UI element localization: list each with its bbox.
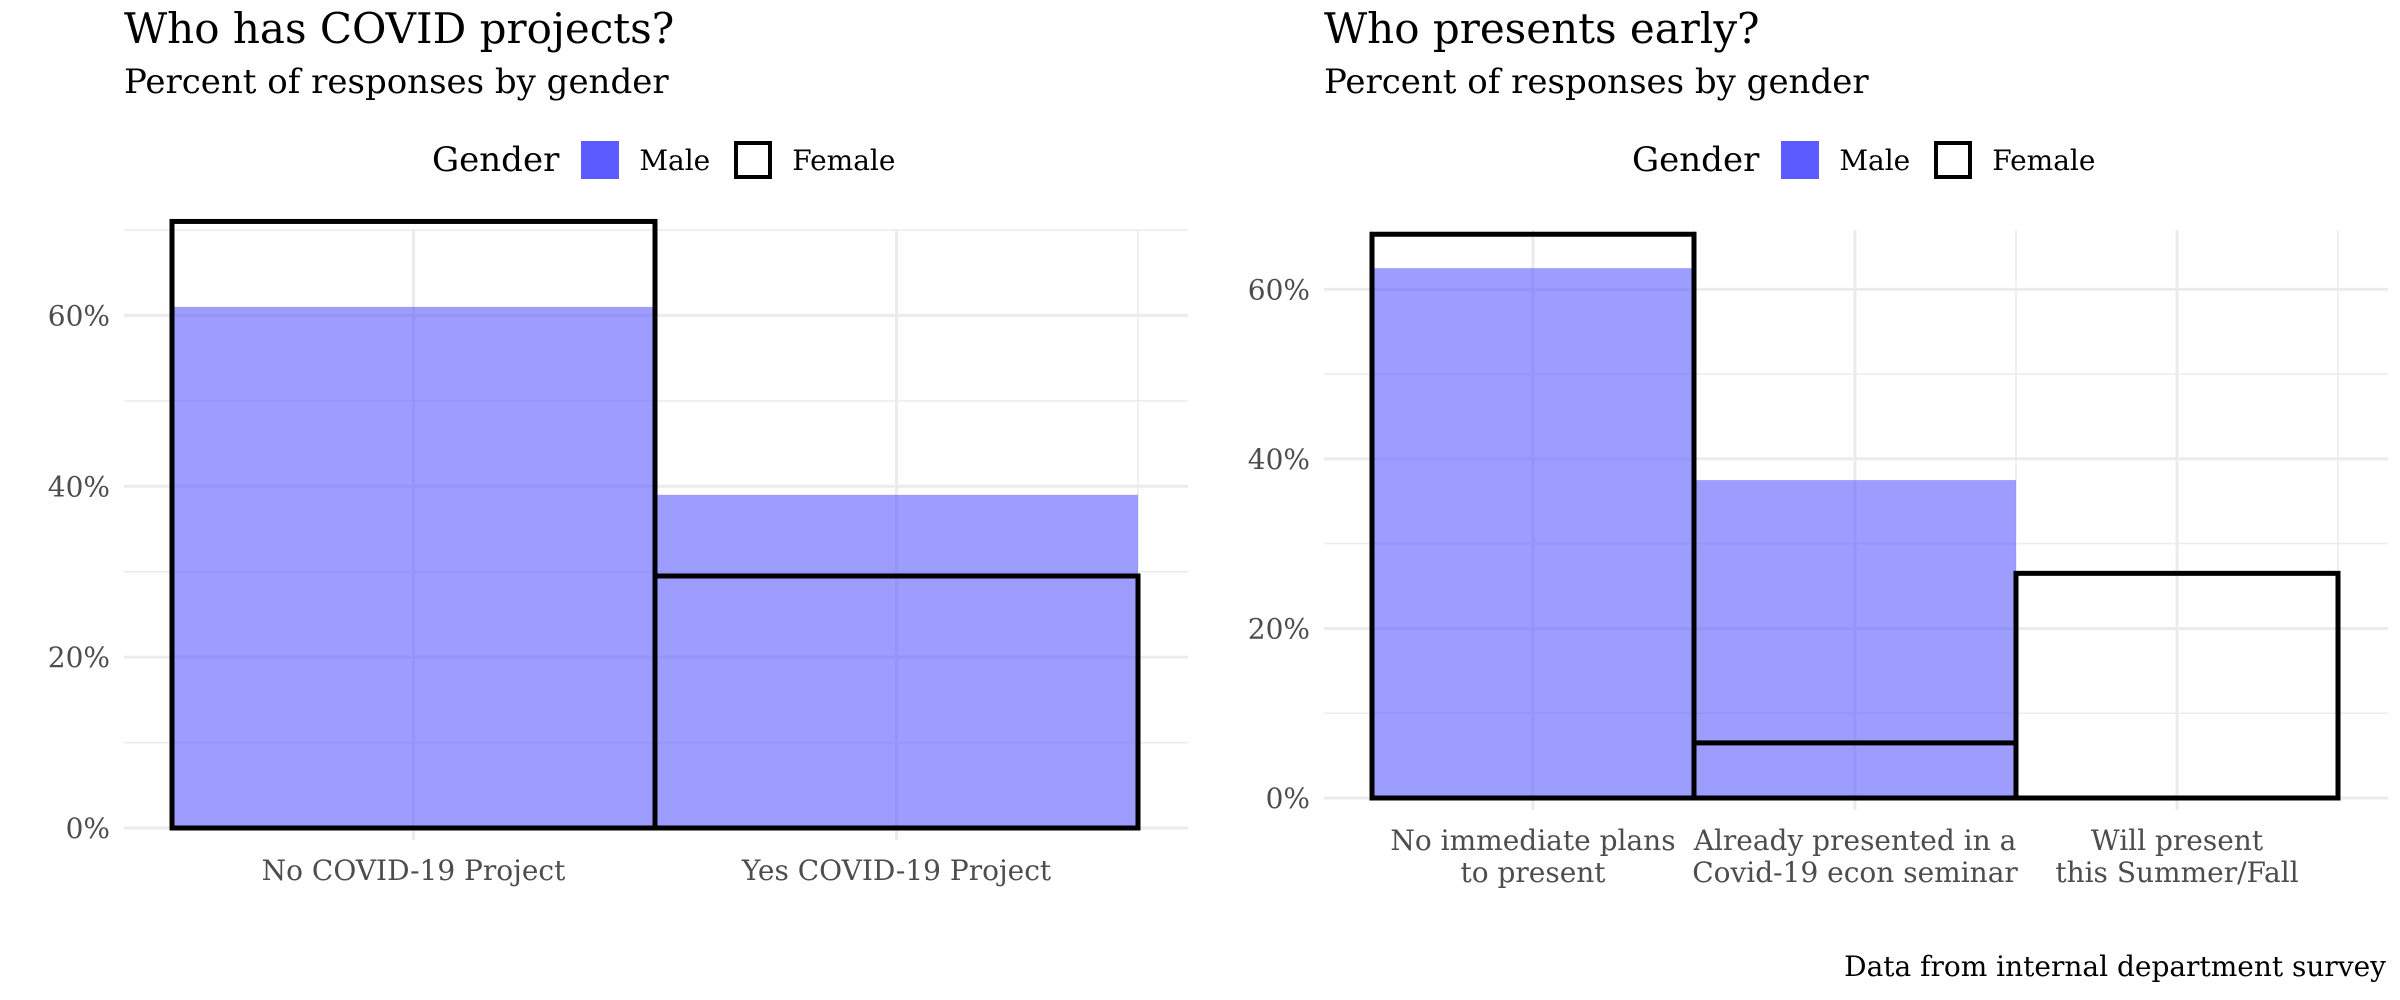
x-tick-label-line: Already presented in a <box>1693 824 2017 857</box>
legend-key-male <box>581 141 620 179</box>
y-tick-label: 40% <box>48 470 110 503</box>
x-tick-label: No immediate plans to present <box>1390 824 1675 889</box>
legend: Gender Male Female <box>432 140 919 180</box>
x-tick-label-line: to present <box>1460 856 1606 889</box>
legend-key-female <box>734 141 773 179</box>
bar-female <box>1369 231 1697 801</box>
x-tick-label-line: Yes COVID-19 Project <box>741 854 1052 887</box>
x-tick-label-line: No COVID-19 Project <box>262 854 566 887</box>
x-tick-label-line: No immediate plans <box>1390 824 1675 857</box>
bar-female <box>2013 570 2341 801</box>
legend-title: Gender <box>1632 140 1760 180</box>
bar-male <box>1694 480 2016 798</box>
y-tick-label: 20% <box>1248 612 1310 645</box>
bar-chart-presents-early: 0% 20% 40% 60% No immediate plans to present A… <box>1248 230 2388 889</box>
x-tick-label-line: Will present <box>2091 824 2264 857</box>
bar-male <box>655 494 1138 828</box>
legend-key-male <box>1781 141 1820 179</box>
chart-title: Who has COVID projects? <box>124 4 675 53</box>
x-tick-label: No COVID-19 Project <box>262 854 566 887</box>
chart-panel-presents-early: Who presents early? Percent of responses… <box>1200 0 2400 930</box>
y-tick-label: 60% <box>1248 273 1310 306</box>
x-tick-label: Will present this Summer/Fall <box>2055 824 2298 889</box>
legend-title: Gender <box>432 140 560 180</box>
x-tick-label: Already presented in a Covid-19 econ semi… <box>1692 824 2018 889</box>
y-tick-label: 20% <box>48 641 110 674</box>
y-tick-label: 60% <box>48 299 110 332</box>
x-tick-label-line: this Summer/Fall <box>2055 856 2298 889</box>
y-tick-label: 0% <box>1266 782 1310 815</box>
bar-female <box>169 218 658 831</box>
chart-subtitle: Percent of responses by gender <box>1324 62 1869 102</box>
bar-male <box>1372 268 1694 798</box>
legend-label-female: Female <box>1992 143 2096 177</box>
x-tick-label: Yes COVID-19 Project <box>741 854 1052 887</box>
caption: Data from internal department survey <box>1844 950 2386 983</box>
y-tick-label: 0% <box>66 812 110 845</box>
chart-subtitle: Percent of responses by gender <box>124 62 669 102</box>
bar-male <box>172 306 655 828</box>
chart-panel-covid-projects: Who has COVID projects? Percent of respo… <box>0 0 1200 930</box>
bar-female <box>652 573 1141 831</box>
legend-label-female: Female <box>792 143 896 177</box>
chart-title: Who presents early? <box>1324 4 1760 53</box>
y-tick-label: 40% <box>1248 443 1310 476</box>
legend: Gender Male Female <box>1632 140 2119 180</box>
legend-label-male: Male <box>639 143 711 177</box>
bar-chart-covid-projects: 0% 20% 40% 60% No COVID-19 Project Yes COVID-… <box>48 218 1188 887</box>
legend-key-female <box>1934 141 1973 179</box>
legend-label-male: Male <box>1839 143 1911 177</box>
x-tick-label-line: Covid-19 econ seminar <box>1692 856 2018 889</box>
